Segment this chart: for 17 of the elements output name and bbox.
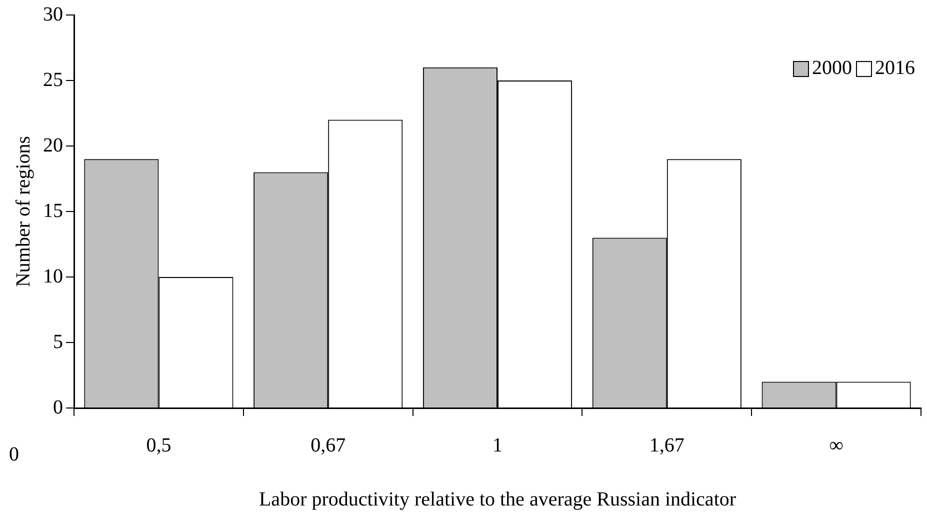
x-tick-label: 1,67 (649, 434, 684, 456)
y-tick-label: 15 (43, 200, 63, 222)
x-axis-title: Labor productivity relative to the average Russian indicator (258, 488, 736, 510)
text: 2016 (875, 57, 915, 80)
legend-label: 2000 (812, 57, 852, 80)
y-tick-label: 20 (43, 134, 63, 156)
text: 0 (9, 443, 19, 466)
y-tick-label: 10 (43, 265, 63, 288)
x-tick-label: ∞ (829, 434, 844, 456)
y-tick-label: 25 (43, 68, 63, 91)
y-axis-title: Number of regions (12, 136, 34, 288)
x-tick-label: 1 (492, 434, 502, 456)
x-tick-label: 0,5 (146, 434, 172, 456)
y-tick-label: 5 (53, 330, 63, 353)
y-tick-label: 30 (43, 3, 63, 26)
x-tick-label: 0,67 (310, 434, 346, 456)
y-tick-label: 0 (53, 396, 63, 418)
